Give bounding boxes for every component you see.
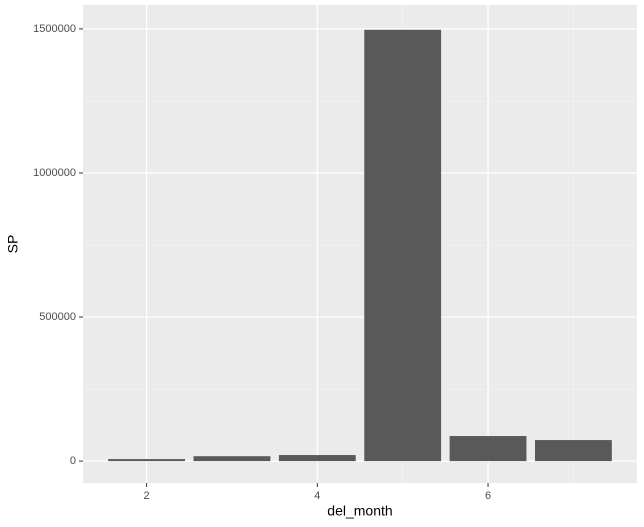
y-tick-label: 500000: [39, 311, 76, 323]
bar: [108, 459, 186, 462]
y-tick-label: 0: [70, 455, 76, 467]
x-tick-label: 2: [144, 490, 150, 502]
x-axis-title: del_month: [327, 503, 392, 519]
bar: [534, 440, 612, 462]
bar: [278, 455, 356, 462]
bar: [449, 436, 527, 462]
y-tick-label: 1500000: [33, 23, 76, 35]
plot-panel: [83, 5, 637, 483]
x-tick-label: 4: [314, 490, 320, 502]
bar: [193, 456, 271, 462]
x-tick-label: 6: [485, 490, 491, 502]
y-axis-title: SP: [5, 235, 21, 254]
y-tick-label: 1000000: [33, 167, 76, 179]
bar: [364, 29, 442, 462]
